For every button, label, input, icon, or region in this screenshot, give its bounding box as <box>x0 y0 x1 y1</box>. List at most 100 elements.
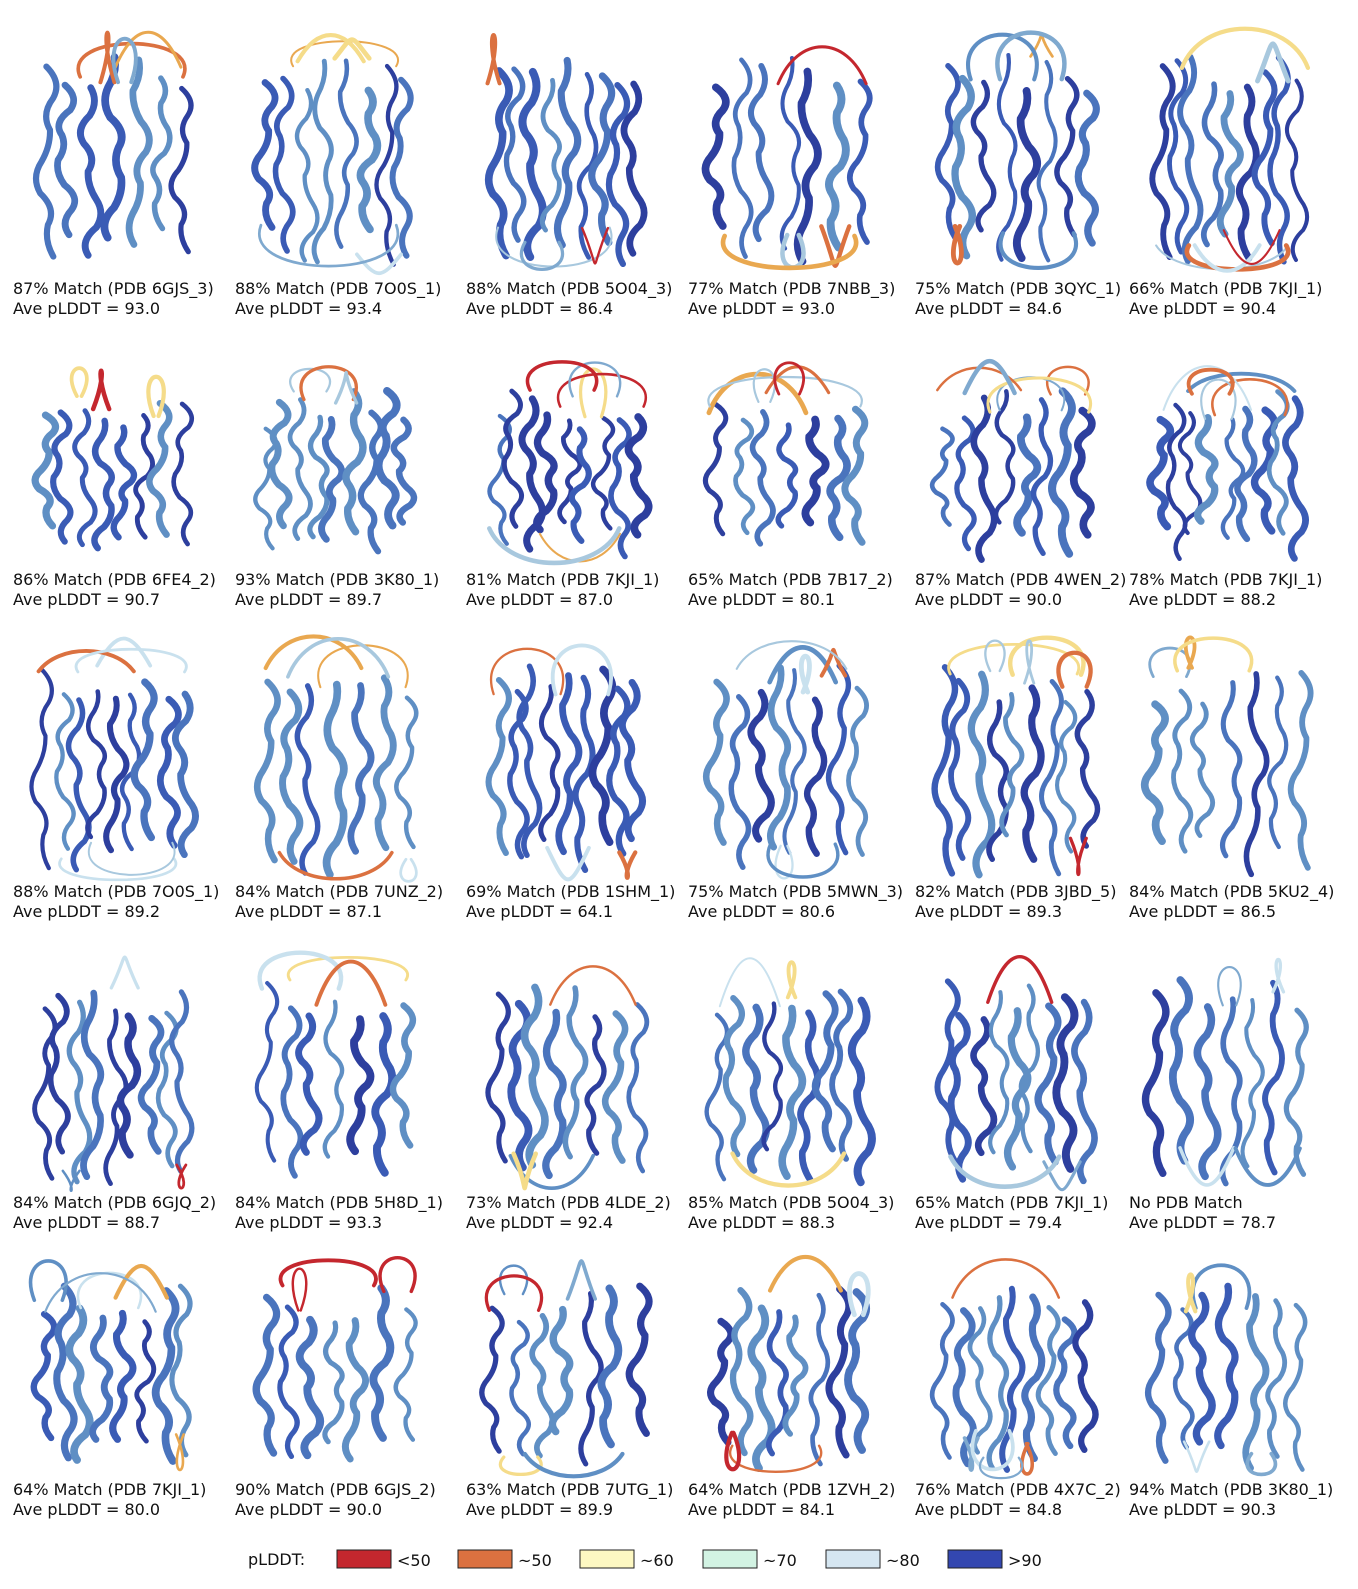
loop <box>1245 1451 1278 1477</box>
loop <box>1173 636 1254 673</box>
strand <box>999 691 1025 838</box>
strand <box>1013 413 1042 537</box>
match-caption: 87% Match (PDB 4WEN_2) <box>915 570 1126 590</box>
plddt-caption: Ave pLDDT = 79.4 <box>915 1213 1062 1232</box>
strand <box>1188 1291 1216 1446</box>
strand <box>110 424 138 541</box>
loop <box>773 361 805 396</box>
loop <box>113 1264 169 1300</box>
strand <box>948 677 972 861</box>
strand <box>1282 395 1309 562</box>
loop <box>317 644 409 689</box>
strand <box>1149 63 1176 261</box>
loop <box>995 30 1067 82</box>
loop <box>1192 243 1262 273</box>
loop <box>263 634 364 671</box>
strand <box>970 1016 998 1157</box>
plddt-caption: Ave pLDDT = 90.3 <box>1129 1500 1276 1519</box>
loop <box>798 653 812 695</box>
loop <box>986 955 1054 1004</box>
strand <box>1220 680 1243 859</box>
protein-structure <box>253 365 418 555</box>
strand <box>826 414 851 542</box>
protein-structure <box>702 640 869 880</box>
strand <box>272 75 296 254</box>
strand <box>707 1317 735 1446</box>
strand <box>847 996 876 1187</box>
loop <box>764 365 831 395</box>
legend-label: ~50 <box>518 1551 552 1570</box>
strand <box>578 1290 604 1467</box>
strand <box>765 1309 789 1457</box>
loop <box>399 857 418 883</box>
strand <box>295 1012 323 1156</box>
legend-swatch <box>579 1549 635 1569</box>
strand <box>169 989 195 1174</box>
loop <box>175 1163 188 1190</box>
match-caption: 73% Match (PDB 4LDE_2) <box>466 1193 671 1213</box>
strand <box>701 83 730 230</box>
strand <box>1194 414 1219 525</box>
strand <box>808 1292 831 1467</box>
strand <box>357 409 384 555</box>
legend-swatch <box>457 1549 513 1569</box>
strand <box>287 397 313 541</box>
strand <box>89 1314 114 1443</box>
protein-structure <box>704 957 876 1188</box>
loop <box>485 1274 543 1312</box>
protein-structure <box>32 955 195 1193</box>
strand <box>951 74 976 260</box>
strand <box>1262 979 1285 1176</box>
loop <box>1068 836 1088 877</box>
loop <box>617 850 638 880</box>
protein-structure <box>253 634 419 883</box>
strand <box>80 989 105 1181</box>
strand <box>389 1002 417 1149</box>
plddt-caption: Ave pLDDT = 86.5 <box>1129 902 1276 921</box>
strand <box>32 63 60 260</box>
strand <box>1265 1298 1288 1459</box>
strand <box>782 668 807 855</box>
strand <box>1074 688 1101 849</box>
loop <box>378 1256 417 1294</box>
strand <box>1036 59 1058 263</box>
plddt-caption: Ave pLDDT = 88.7 <box>13 1213 160 1232</box>
plddt-caption: Ave pLDDT = 93.0 <box>13 299 160 318</box>
loop <box>1211 378 1289 417</box>
strand <box>929 1302 955 1460</box>
strand <box>1069 406 1096 539</box>
loop <box>1148 646 1192 678</box>
loop <box>44 1272 157 1313</box>
match-caption: No PDB Match <box>1129 1193 1243 1212</box>
loop <box>277 850 394 881</box>
loop <box>766 842 840 879</box>
strand <box>1039 678 1064 877</box>
strand <box>1201 81 1224 248</box>
match-caption: 64% Match (PDB 1ZVH_2) <box>688 1480 895 1500</box>
loop <box>1217 966 1242 1007</box>
loop <box>522 1451 625 1479</box>
strand <box>538 684 561 842</box>
match-caption: 90% Match (PDB 6GJS_2) <box>235 1480 436 1500</box>
strand <box>116 1012 142 1159</box>
loop <box>1222 229 1281 265</box>
protein-structure <box>31 366 195 552</box>
strand <box>54 692 76 851</box>
loop <box>289 367 331 393</box>
strand <box>1189 701 1216 839</box>
match-caption: 69% Match (PDB 1SHM_1) <box>466 882 675 902</box>
plddt-caption: Ave pLDDT = 87.1 <box>235 902 382 921</box>
match-caption: 82% Match (PDB 3JBD_5) <box>915 882 1116 902</box>
strand <box>1172 1307 1195 1450</box>
strand <box>811 990 839 1153</box>
loop <box>286 637 391 679</box>
match-caption: 65% Match (PDB 7B17_2) <box>688 570 893 590</box>
strand <box>931 664 959 877</box>
loop <box>545 845 591 882</box>
strand <box>485 676 512 857</box>
strand <box>125 56 153 248</box>
loop <box>578 367 608 419</box>
strand <box>733 417 756 536</box>
loop <box>847 1271 871 1318</box>
loop <box>1008 635 1086 677</box>
